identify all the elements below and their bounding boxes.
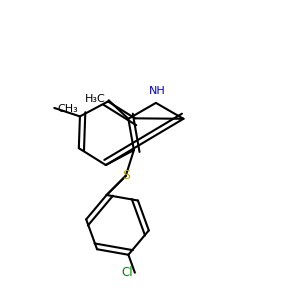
Text: S: S (122, 169, 130, 182)
Text: CH₃: CH₃ (57, 104, 78, 114)
Text: Cl: Cl (121, 266, 133, 279)
Text: H₃C: H₃C (85, 94, 106, 104)
Text: NH: NH (149, 85, 166, 95)
